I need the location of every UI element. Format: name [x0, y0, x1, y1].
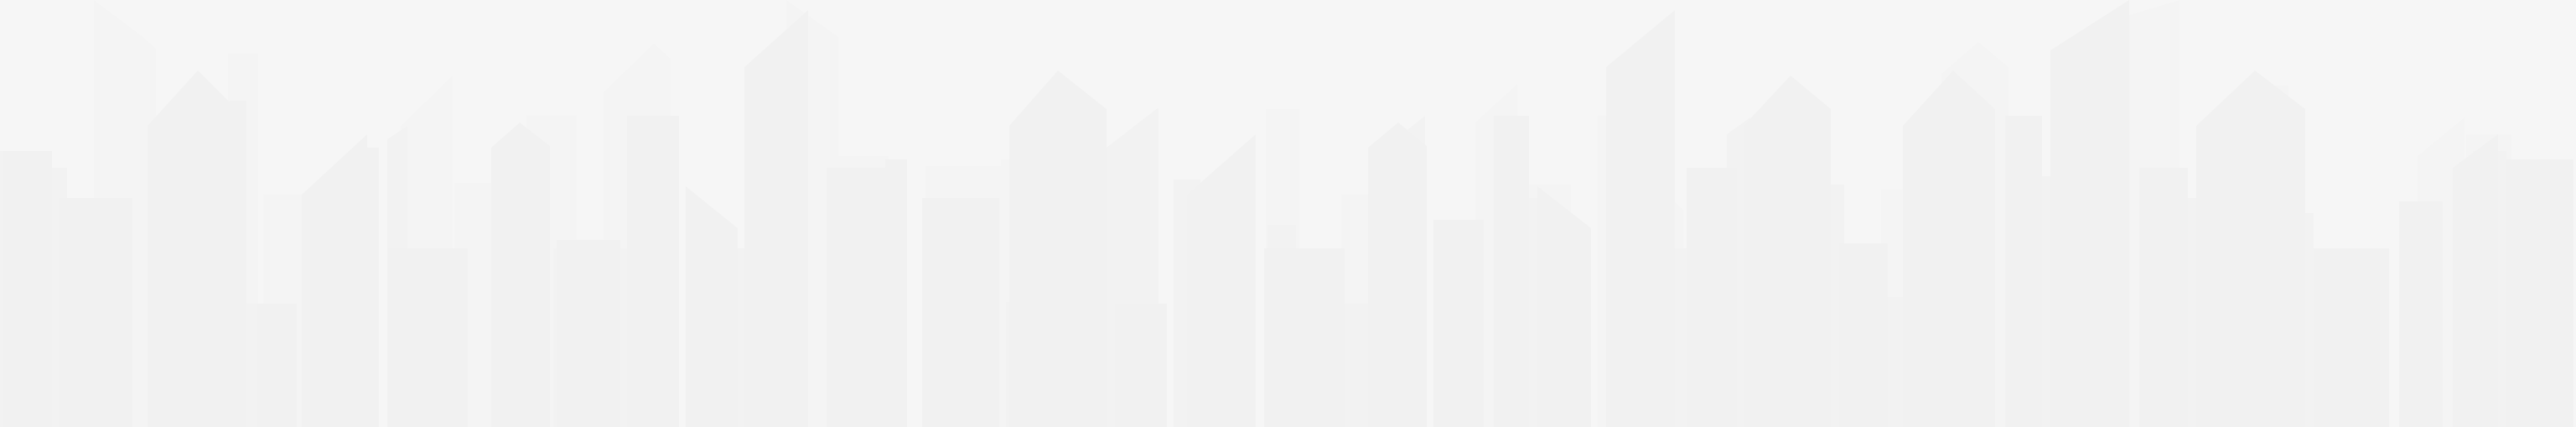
- haze-overlay: [0, 0, 2576, 427]
- city-skyline-icon: [0, 0, 2576, 427]
